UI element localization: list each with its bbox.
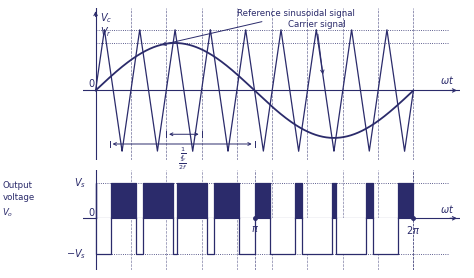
- Text: $V_r$: $V_r$: [100, 26, 111, 39]
- Text: $\omega t$: $\omega t$: [440, 203, 455, 215]
- Text: $\pi$: $\pi$: [250, 224, 258, 234]
- Text: Output
voltage
$V_o$: Output voltage $V_o$: [2, 181, 35, 219]
- Text: $\frac{1}{2f}$: $\frac{1}{2f}$: [178, 155, 187, 172]
- Text: $2\pi$: $2\pi$: [406, 224, 420, 236]
- Text: Carrier signal: Carrier signal: [288, 19, 346, 73]
- Text: $\frac{1}{f_c}$: $\frac{1}{f_c}$: [181, 145, 187, 163]
- Text: $V_s$: $V_s$: [74, 176, 86, 190]
- Text: $\omega t$: $\omega t$: [440, 74, 455, 86]
- Text: $V_c$: $V_c$: [100, 11, 112, 24]
- Text: 0: 0: [88, 79, 94, 89]
- Text: $-V_s$: $-V_s$: [66, 247, 86, 260]
- Text: Reference sinusoidal signal: Reference sinusoidal signal: [163, 9, 355, 45]
- Text: 0: 0: [88, 208, 94, 218]
